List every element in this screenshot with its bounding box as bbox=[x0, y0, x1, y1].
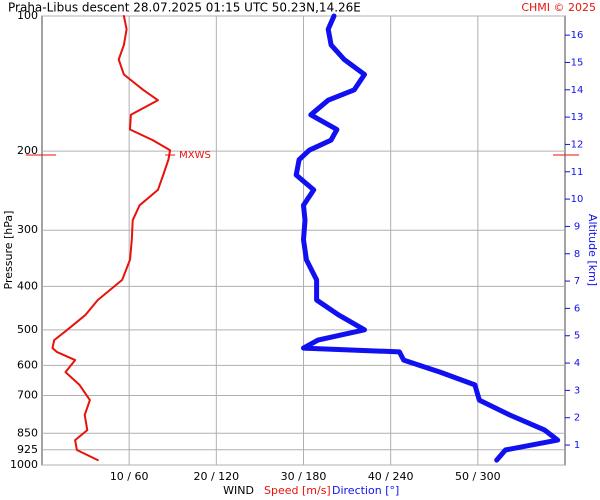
y2-tick-label: 8 bbox=[574, 249, 580, 260]
x-axis-label: WIND bbox=[223, 484, 254, 497]
y2-tick-label: 1 bbox=[574, 440, 580, 451]
y2-tick-label: 14 bbox=[571, 85, 584, 96]
y-tick-label: 500 bbox=[17, 323, 38, 336]
y2-tick-label: 3 bbox=[574, 385, 580, 396]
y-tick-label: 300 bbox=[17, 223, 38, 236]
profile-line bbox=[293, 13, 561, 463]
y2-tick-label: 10 bbox=[571, 194, 584, 205]
x-tick-label: 10 / 60 bbox=[110, 470, 149, 483]
y-tick-label: 700 bbox=[17, 388, 38, 401]
chart-title: Praha-Libus descent 28.07.2025 01:15 UTC… bbox=[8, 1, 361, 15]
y2-tick-label: 6 bbox=[574, 303, 580, 314]
y2-tick-label: 7 bbox=[574, 276, 580, 287]
y-tick-label: 1000 bbox=[10, 458, 38, 471]
profile-line bbox=[51, 15, 172, 462]
y2-tick-label: 4 bbox=[574, 358, 580, 369]
y2-tick-label: 9 bbox=[574, 221, 580, 232]
mxws-label: MXWS bbox=[179, 150, 211, 161]
y-tick-label: 100 bbox=[17, 9, 38, 22]
y-axis-label: Pressure [hPa] bbox=[2, 211, 15, 290]
x-tick-label: 40 / 240 bbox=[368, 470, 414, 483]
x-axis-label-speed: Speed [m/s] bbox=[264, 484, 331, 497]
y2-tick-label: 11 bbox=[571, 167, 584, 178]
y-tick-label: 600 bbox=[17, 358, 38, 371]
x-tick-label: 50 / 300 bbox=[455, 470, 501, 483]
y2-tick-label: 15 bbox=[571, 57, 584, 68]
y2-tick-label: 5 bbox=[574, 331, 580, 342]
y-tick-label: 925 bbox=[17, 443, 38, 456]
y2-tick-label: 12 bbox=[571, 139, 584, 150]
y-tick-label: 850 bbox=[17, 426, 38, 439]
x-tick-label: 30 / 180 bbox=[281, 470, 327, 483]
credit: CHMI © 2025 bbox=[521, 1, 596, 14]
y2-tick-label: 2 bbox=[574, 413, 580, 424]
y-tick-label: 200 bbox=[17, 144, 38, 157]
y-tick-label: 400 bbox=[17, 279, 38, 292]
y2-tick-label: 16 bbox=[571, 30, 584, 41]
x-axis-label-direction: Direction [°] bbox=[332, 484, 399, 497]
y2-axis-label: Altitude [km] bbox=[586, 214, 599, 286]
y2-tick-label: 13 bbox=[571, 112, 584, 123]
x-tick-label: 20 / 120 bbox=[193, 470, 239, 483]
